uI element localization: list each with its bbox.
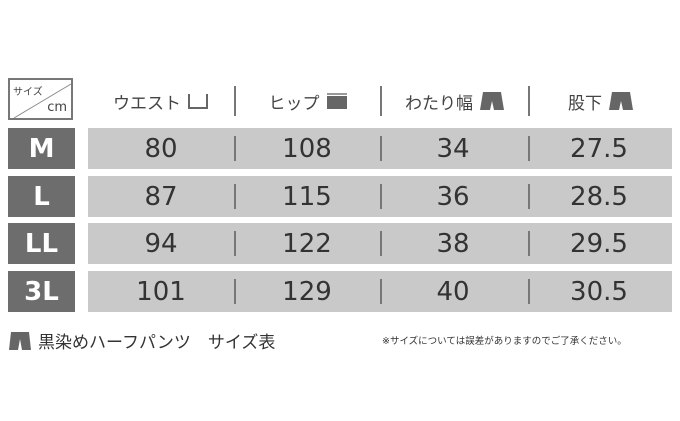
cell: 87 xyxy=(144,181,178,212)
header-hip: ヒップ xyxy=(236,84,380,118)
shorts-icon xyxy=(9,331,31,350)
divider xyxy=(380,279,382,304)
divider xyxy=(528,231,530,256)
size-label-LL: LL xyxy=(8,223,75,264)
size-label-3L: 3L xyxy=(8,271,75,312)
size-label-L: L xyxy=(8,176,75,217)
inseam-icon xyxy=(609,92,633,110)
header-label: ヒップ xyxy=(268,93,320,114)
divider xyxy=(234,279,236,304)
cell: 30.5 xyxy=(570,276,628,307)
divider xyxy=(528,86,530,116)
size-label-M: M xyxy=(8,128,75,169)
divider xyxy=(528,184,530,209)
header-label: ウエスト xyxy=(113,93,181,114)
hip-icon xyxy=(326,93,347,109)
divider xyxy=(380,136,382,161)
cell: 27.5 xyxy=(570,133,628,164)
unit-label: cm xyxy=(47,100,67,115)
header-label: わたり幅 xyxy=(405,93,473,114)
divider xyxy=(528,279,530,304)
divider xyxy=(380,184,382,209)
header-label: 股下 xyxy=(568,93,602,114)
cell: 80 xyxy=(144,133,178,164)
cell: 122 xyxy=(282,228,332,259)
cell: 36 xyxy=(436,181,470,212)
header-waist: ウエスト xyxy=(88,84,234,118)
divider xyxy=(380,231,382,256)
chart-title: 黒染めハーフパンツ サイズ表 xyxy=(38,333,276,353)
thigh-width-icon xyxy=(480,92,504,110)
header-inseam: 股下 xyxy=(530,84,672,118)
cell: 29.5 xyxy=(570,228,628,259)
divider xyxy=(234,136,236,161)
divider xyxy=(380,86,382,116)
cell: 38 xyxy=(436,228,470,259)
divider xyxy=(234,231,236,256)
cell: 28.5 xyxy=(570,181,628,212)
cell: 101 xyxy=(136,276,186,307)
cell: 40 xyxy=(436,276,470,307)
divider xyxy=(234,184,236,209)
divider xyxy=(234,86,236,116)
cell: 129 xyxy=(282,276,332,307)
size-unit-corner: サイズ cm xyxy=(8,78,73,120)
cell: 115 xyxy=(282,181,332,212)
diagonal-line xyxy=(13,83,72,119)
cell: 94 xyxy=(144,228,178,259)
footer-title: 黒染めハーフパンツ サイズ表 xyxy=(8,328,275,353)
disclaimer-note: ※サイズについては誤差がありますのでご了承ください。 xyxy=(382,336,627,347)
cell: 108 xyxy=(282,133,332,164)
header-thigh: わたり幅 xyxy=(382,84,528,118)
cell: 34 xyxy=(436,133,470,164)
size-label: サイズ xyxy=(13,87,43,98)
waist-icon xyxy=(188,94,208,109)
divider xyxy=(528,136,530,161)
